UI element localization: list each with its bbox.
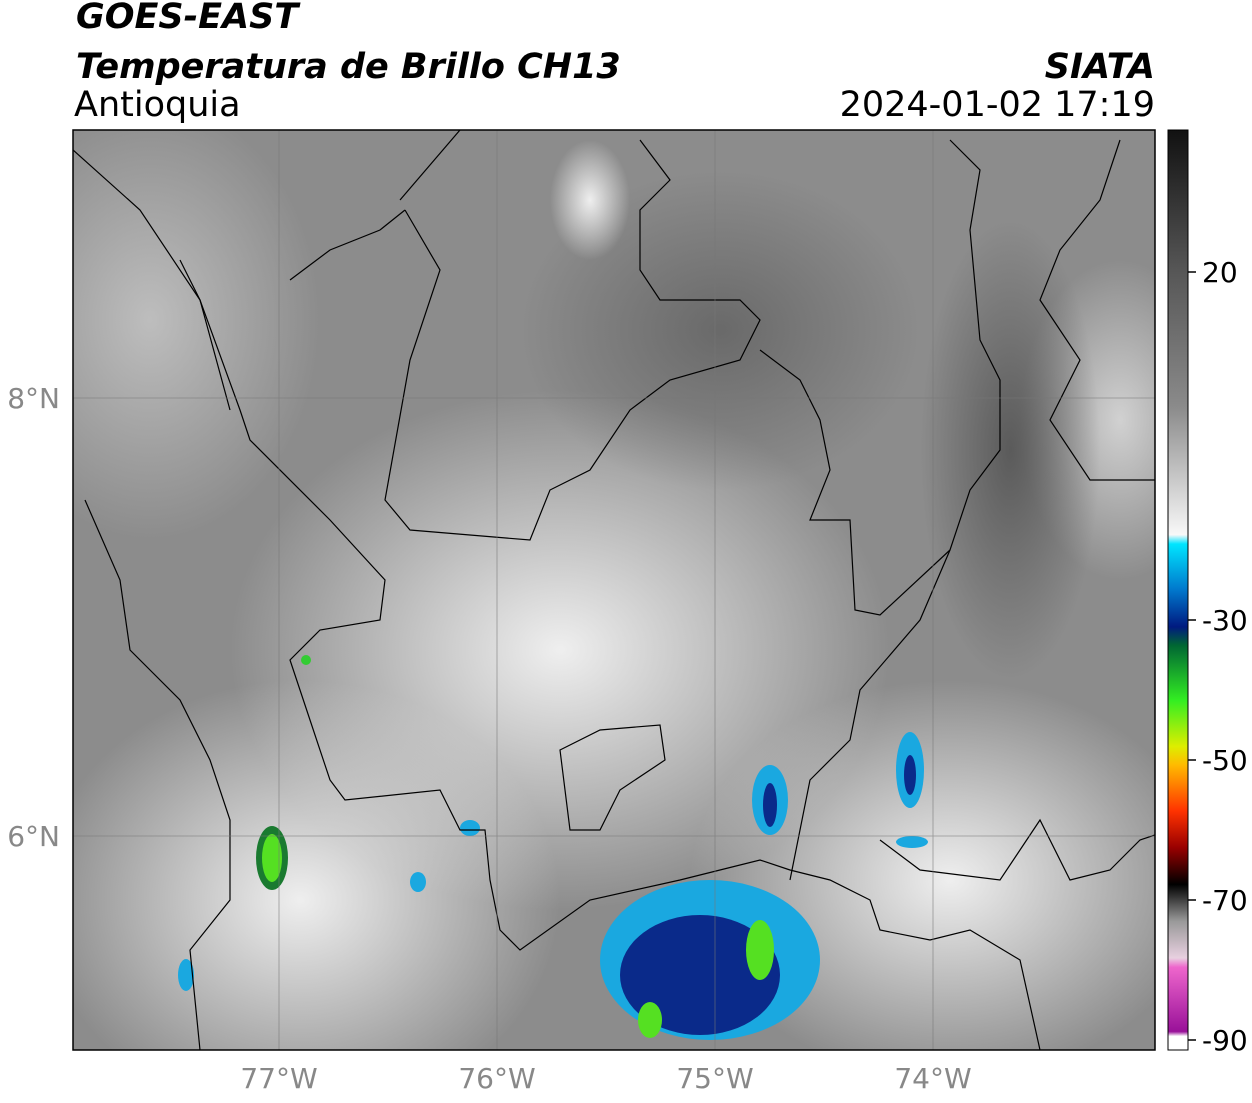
- colorbar-tick-label: -90: [1202, 1024, 1248, 1057]
- boundary: [384, 139, 761, 541]
- cloud: [73, 130, 320, 540]
- colorbar: [1167, 129, 1189, 1051]
- colorbar-tick-label: 20: [1202, 256, 1238, 289]
- boundaries: [73, 130, 1155, 1050]
- lon-label: 76°W: [458, 1062, 535, 1095]
- boundary: [559, 724, 666, 831]
- lat-label: 6°N: [7, 820, 60, 853]
- cell: [638, 1002, 662, 1038]
- lon-label: 77°W: [240, 1062, 317, 1095]
- datetime: 2024-01-02 17:19: [840, 85, 1155, 125]
- cell: [620, 915, 780, 1035]
- source: SIATA: [1045, 47, 1155, 87]
- cell: [896, 836, 928, 848]
- coastline: [84, 130, 461, 1050]
- cloud: [73, 680, 560, 1050]
- cell: [301, 655, 311, 665]
- boundary: [759, 139, 1001, 616]
- colorbar-tick-label: -50: [1202, 744, 1248, 777]
- boundary: [1039, 139, 1155, 481]
- lon-label: 75°W: [676, 1062, 753, 1095]
- colorbar-tick-label: -70: [1202, 884, 1248, 917]
- map-frame: [72, 129, 1156, 1051]
- cell: [763, 783, 777, 827]
- lon-label: 74°W: [894, 1062, 971, 1095]
- cell: [410, 872, 426, 892]
- graticule: [73, 130, 1155, 1050]
- convective-cells: [178, 655, 928, 1040]
- title: GOES-EAST: [76, 0, 301, 37]
- cell: [178, 959, 194, 991]
- lat-label: 8°N: [7, 382, 60, 415]
- satellite-image: [73, 130, 1155, 1050]
- cell: [904, 755, 916, 795]
- cell: [746, 920, 774, 980]
- cell: [262, 834, 282, 882]
- cell: [460, 820, 480, 836]
- cloud: [920, 220, 1100, 680]
- subtitle: Temperatura de Brillo CH13: [76, 47, 621, 87]
- cloud: [520, 170, 920, 490]
- colorbar-tick-label: -30: [1202, 604, 1248, 637]
- boundary: [789, 549, 951, 881]
- cloud: [550, 140, 630, 260]
- region: Antioquia: [74, 85, 241, 125]
- boundary: [73, 149, 1041, 1050]
- colorbar-ticks: 20 -30 -50 -70 -90: [1188, 256, 1248, 1057]
